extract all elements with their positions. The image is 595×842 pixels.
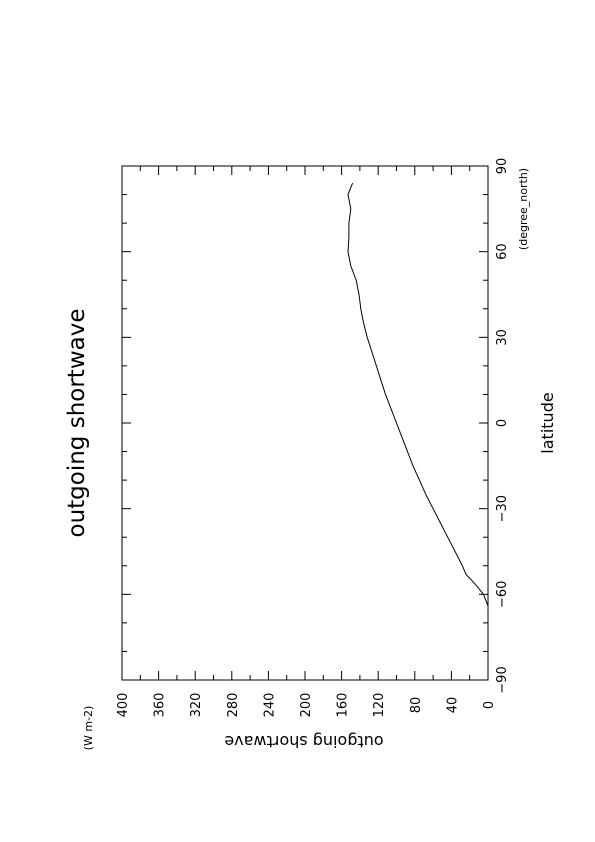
y-tick-label: 360 bbox=[153, 693, 168, 718]
plot-frame bbox=[121, 165, 489, 681]
x-tick-label: 90 bbox=[495, 158, 510, 175]
series-line bbox=[347, 182, 489, 606]
x-tick-label: −30 bbox=[495, 495, 510, 522]
y-tick-label: 400 bbox=[116, 693, 131, 718]
y-axis-label: outgoing shortwave bbox=[224, 732, 383, 751]
y-tick-label: 0 bbox=[482, 701, 497, 709]
chart-title: outgoing shortwave bbox=[64, 309, 90, 538]
y-tick-label: 120 bbox=[372, 693, 387, 718]
y-tick-label: 200 bbox=[299, 693, 314, 718]
y-tick-label: 280 bbox=[226, 693, 241, 718]
y-axis-units: (W m-2) bbox=[82, 706, 95, 751]
x-axis-ticks: −90 −60 −30 0 30 60 90 bbox=[122, 158, 510, 694]
y-axis-ticks: 0 40 80 120 160 200 240 280 320 360 400 bbox=[116, 166, 497, 717]
y-tick-label: 80 bbox=[409, 697, 424, 714]
x-axis-label: latitude bbox=[538, 392, 557, 453]
y-tick-label: 40 bbox=[445, 697, 460, 714]
x-tick-label: 0 bbox=[495, 419, 510, 427]
x-tick-label: 60 bbox=[495, 243, 510, 260]
y-tick-label: 320 bbox=[189, 693, 204, 718]
x-tick-label: −90 bbox=[495, 666, 510, 693]
x-tick-label: −60 bbox=[495, 581, 510, 608]
y-tick-label: 160 bbox=[336, 693, 351, 718]
x-axis-units: (degree_north) bbox=[517, 168, 530, 250]
x-tick-label: 30 bbox=[495, 329, 510, 346]
y-tick-label: 240 bbox=[262, 693, 277, 718]
